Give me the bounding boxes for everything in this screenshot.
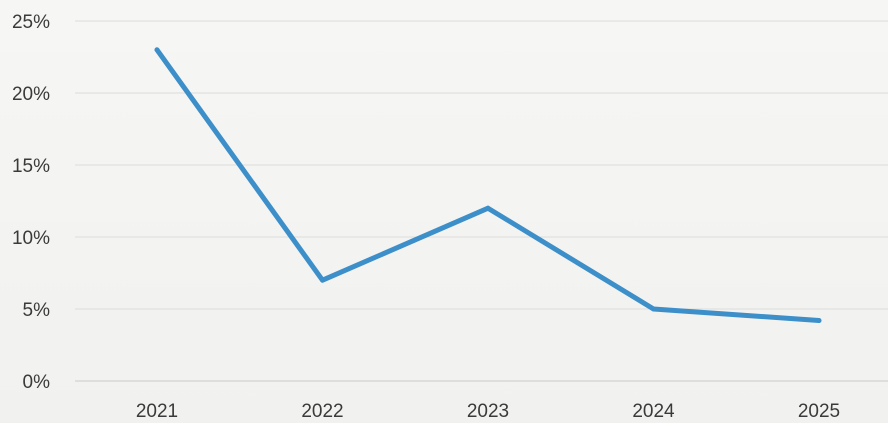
y-tick-label: 0% xyxy=(23,372,51,393)
x-axis-tick-labels: 2021 2022 2023 2024 2025 xyxy=(136,401,840,422)
data-point-2025 xyxy=(816,318,822,323)
data-point-2022 xyxy=(320,277,325,283)
x-tick-label: 2022 xyxy=(301,401,343,422)
data-point-2023 xyxy=(485,205,491,211)
grid-lines xyxy=(75,20,888,382)
x-tick-label: 2023 xyxy=(467,401,509,422)
y-tick-label: 15% xyxy=(12,156,50,177)
data-point-2024 xyxy=(651,306,656,312)
series-line xyxy=(154,47,822,324)
x-tick-label: 2025 xyxy=(798,401,840,422)
y-tick-label: 20% xyxy=(12,84,50,105)
y-tick-label: 5% xyxy=(23,300,51,321)
x-tick-label: 2024 xyxy=(632,401,675,422)
data-point-2021 xyxy=(154,47,160,53)
y-tick-label: 25% xyxy=(12,12,50,33)
x-tick-label: 2021 xyxy=(136,401,178,422)
y-tick-label: 10% xyxy=(12,228,50,249)
y-axis-tick-labels: 0% 5% 10% 15% 20% 25% xyxy=(12,12,50,393)
series-layer xyxy=(154,47,822,324)
